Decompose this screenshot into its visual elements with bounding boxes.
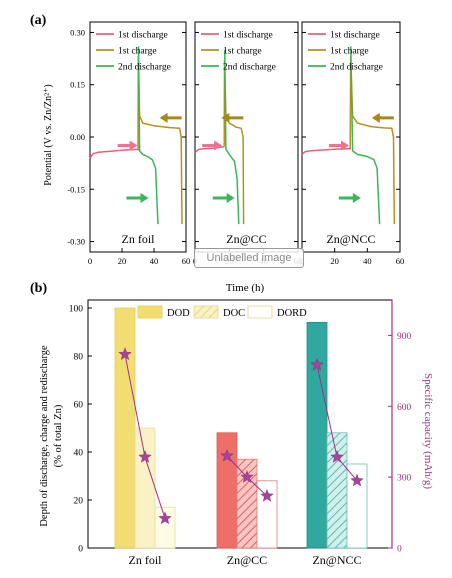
subplot-zn-foil: -0.30 -0.15 0.00 0.15 0.30 0 20 40 60 1st dischar… <box>67 21 191 266</box>
subplot-name: Zn foil <box>122 232 156 246</box>
capacity-star-marker <box>240 470 254 483</box>
y-tick-label: -0.30 <box>67 237 85 247</box>
y-tick-label: 0.00 <box>70 132 85 142</box>
panel-b-ylabel-line2: (% of total Zn) <box>53 404 64 467</box>
y-right-tick-label: 300 <box>397 474 412 484</box>
x-tick-label: 20 <box>118 256 127 266</box>
y-left-tick-label: 20 <box>74 497 84 507</box>
arrow-1st-charge-head <box>221 112 230 123</box>
series-line-2nd-discharge <box>350 46 381 225</box>
bar-dod-zn-foil <box>114 307 136 549</box>
panel-a-ylabel: Potential (V vs. Zn/Zn²⁺) <box>43 84 54 185</box>
legend-label: 1st discharge <box>118 31 168 41</box>
subplot-frame <box>194 21 299 253</box>
y-tick-label: 0.30 <box>70 27 85 37</box>
series-line-2nd-discharge <box>223 49 240 225</box>
bar-dord-zn-ncc <box>346 463 368 549</box>
arrow-1st-charge-head <box>159 112 168 123</box>
y-left-tick-label: 40 <box>74 449 84 459</box>
panel-b-plot: 0 20 40 60 80 100 0 300 600 900 Zn foil Zn@CC Zn@NCC… <box>69 299 412 567</box>
legend-label: 2nd discharge <box>223 63 276 73</box>
legend-swatch <box>247 305 273 319</box>
legend-label: DORD <box>277 308 307 319</box>
y-left-tick-label: 0 <box>78 545 83 555</box>
capacity-star-marker <box>260 488 274 502</box>
legend-label: DOC <box>223 308 245 319</box>
legend-label: 1st charge <box>330 47 369 57</box>
panel-a-xlabel: Time (h) <box>226 282 265 294</box>
x-tick-label: 60 <box>396 256 405 266</box>
legend-label: 2nd discharge <box>330 63 383 73</box>
series-line-1st-discharge <box>301 148 351 155</box>
x-category-label: Zn@NCC <box>312 553 361 567</box>
arrow-1st-discharge-head <box>214 140 223 151</box>
arrow-2nd-discharge-head <box>226 192 235 203</box>
bar-dod-zn-ncc <box>306 321 328 549</box>
x-tick-label: 40 <box>150 256 159 266</box>
arrow-2nd-discharge-head <box>140 192 149 203</box>
x-category-label: Zn foil <box>129 553 163 567</box>
y-tick-label: 0.15 <box>70 80 85 90</box>
capacity-star-marker <box>310 357 324 371</box>
panel-b-ylabel-line1: Depth of discharge, charge and redischar… <box>39 345 50 527</box>
x-tick-label: 0 <box>88 256 92 266</box>
bar-dord-zn-cc <box>256 480 278 549</box>
bar-doc-zn-foil <box>134 427 156 549</box>
legend-label: 1st discharge <box>223 31 273 41</box>
y-left-tick-label: 80 <box>74 353 84 363</box>
panel-a-label: (a) <box>30 13 47 28</box>
y-right-tick-label: 600 <box>397 403 412 413</box>
legend-swatch <box>193 305 219 319</box>
capacity-star-marker <box>138 450 152 463</box>
legend-label: 1st charge <box>118 47 157 57</box>
y-left-tick-label: 100 <box>69 305 84 315</box>
x-tick-label: 20 <box>330 256 339 266</box>
capacity-star-marker <box>158 511 172 525</box>
arrow-1st-discharge-head <box>129 140 138 151</box>
watermark-label: Unlabelled image <box>194 248 304 268</box>
legend-label: DOD <box>167 308 190 319</box>
legend-label: 2nd discharge <box>118 63 171 73</box>
x-tick-label: 60 <box>182 256 191 266</box>
panel-a-plots: -0.30 -0.15 0.00 0.15 0.30 0 20 40 60 1st dischar… <box>67 21 405 266</box>
x-category-label: Zn@CC <box>227 553 267 567</box>
legend-swatch <box>137 305 163 319</box>
capacity-star-marker <box>118 347 132 361</box>
capacity-star-marker <box>350 473 364 487</box>
capacity-star-marker <box>220 448 234 462</box>
y-tick-label: -0.15 <box>67 184 85 194</box>
panel-b-label: (b) <box>30 281 47 296</box>
legend-label: 1st discharge <box>330 31 380 41</box>
arrow-1st-discharge-head <box>341 140 349 151</box>
subplot-name: Zn@NCC <box>326 232 375 246</box>
panel-b-ylabel-right: Specific capacity (mAh/g) <box>422 373 434 489</box>
arrow-2nd-discharge-head <box>352 192 361 203</box>
subplot-name: Zn@CC <box>226 232 266 246</box>
y-right-tick-label: 0 <box>397 545 402 555</box>
arrow-1st-charge-head <box>371 112 380 123</box>
capacity-star-marker <box>330 450 344 463</box>
x-tick-label: 40 <box>363 256 372 266</box>
legend-label: 1st charge <box>223 47 262 57</box>
y-left-tick-label: 60 <box>74 401 84 411</box>
y-right-tick-label: 900 <box>397 332 412 342</box>
series-line-1st-discharge <box>194 146 225 154</box>
series-line-2nd-discharge <box>137 46 159 225</box>
series-line-1st-discharge <box>89 148 140 159</box>
